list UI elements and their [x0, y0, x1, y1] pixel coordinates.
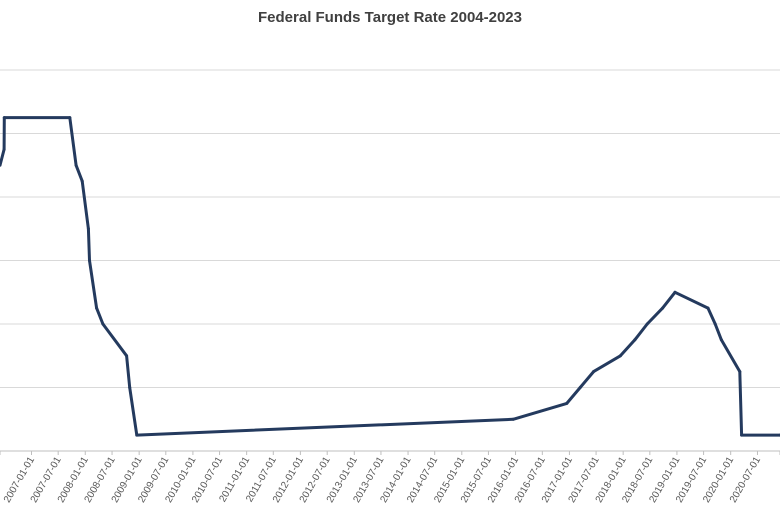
data-point [673, 290, 677, 294]
data-point [738, 370, 742, 374]
data-point [713, 322, 717, 326]
data-point [592, 370, 596, 374]
data-point [86, 227, 90, 231]
data-point [128, 386, 132, 389]
data-point [0, 163, 2, 167]
data-point [645, 322, 649, 326]
data-point [2, 116, 6, 120]
data-point [618, 354, 622, 358]
data-point [135, 433, 139, 437]
data-point [68, 116, 72, 120]
chart-title: Federal Funds Target Rate 2004-2023 [258, 9, 522, 26]
data-point [511, 417, 515, 421]
fed-funds-rate-line [0, 116, 780, 437]
data-point [88, 259, 91, 262]
data-point [80, 179, 84, 183]
data-point [578, 386, 582, 389]
data-point [706, 306, 710, 310]
gridlines [0, 69, 780, 452]
data-point [101, 322, 105, 326]
data-point [719, 338, 723, 342]
data-point [125, 354, 129, 358]
data-point [565, 401, 569, 405]
series-layer [0, 116, 780, 437]
data-point [95, 306, 99, 310]
data-point [2, 147, 6, 151]
data-point [740, 433, 744, 437]
data-point [633, 338, 637, 342]
x-axis-ticks: 2007-01-012007-07-012008-01-012008-07-01… [0, 451, 780, 505]
data-point [74, 163, 78, 167]
data-point [661, 306, 665, 310]
